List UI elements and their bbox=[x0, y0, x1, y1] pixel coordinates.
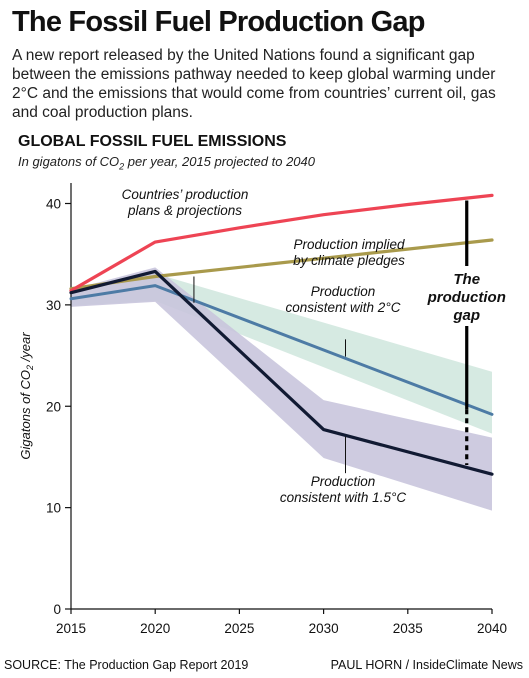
subtitle-pre: In gigatons of CO bbox=[18, 154, 120, 169]
plans-series-line bbox=[69, 193, 494, 293]
ylabel-pre: Gigatons of CO bbox=[18, 370, 33, 460]
gap-label-line: The bbox=[453, 271, 480, 288]
one_five-series-line bbox=[69, 269, 494, 476]
gap-label-line: production bbox=[427, 289, 506, 306]
ylabel-post: /year bbox=[18, 332, 33, 365]
y-tick-label: 10 bbox=[46, 501, 61, 516]
x-tick-label: 2035 bbox=[393, 621, 423, 636]
x-tick-label: 2025 bbox=[224, 621, 254, 636]
y-tick-label: 20 bbox=[46, 399, 61, 414]
y-tick-label: 30 bbox=[46, 298, 61, 313]
y-axis-label: Gigatons of CO2 /year bbox=[18, 332, 35, 460]
intro-paragraph: A new report released by the United Nati… bbox=[12, 47, 496, 121]
subtitle-sub: 2 bbox=[119, 161, 125, 172]
pledges-annotation-line: Production implied bbox=[293, 237, 405, 252]
x-tick-label: 2015 bbox=[56, 621, 86, 636]
two_degree-annotation-line: Production bbox=[311, 284, 376, 299]
plans-annotation-line: Countries’ production bbox=[122, 187, 249, 202]
chart-axes bbox=[70, 183, 492, 610]
x-tick-label: 2040 bbox=[477, 621, 507, 636]
y-tick-label: 40 bbox=[46, 197, 61, 212]
one_five-annotation-line: consistent with 1.5°C bbox=[280, 490, 406, 505]
chart-title: GLOBAL FOSSIL FUEL EMISSIONS bbox=[18, 133, 287, 150]
y-tick-label: 0 bbox=[53, 602, 61, 617]
one_five-annotation-line: Production bbox=[311, 474, 376, 489]
subtitle-post: per year, 2015 projected to 2040 bbox=[124, 154, 315, 169]
ylabel-sub: 2 bbox=[25, 365, 35, 371]
x-tick-label: 2020 bbox=[140, 621, 170, 636]
plans-annotation-line: plans & projections bbox=[127, 203, 242, 218]
gap-label-backing bbox=[430, 266, 503, 326]
x-tick-label: 2030 bbox=[309, 621, 339, 636]
credit-note: PAUL HORN / InsideClimate News bbox=[330, 658, 523, 672]
source-note: SOURCE: The Production Gap Report 2019 bbox=[4, 658, 249, 672]
annotation-leaders bbox=[193, 276, 346, 474]
two_degree-series-line bbox=[69, 284, 494, 416]
gap-label-line: gap bbox=[452, 307, 480, 324]
chart-subtitle: In gigatons of CO2 per year, 2015 projec… bbox=[18, 154, 315, 172]
two_degree-annotation-line: consistent with 2°C bbox=[286, 300, 401, 315]
page-title: The Fossil Fuel Production Gap bbox=[12, 6, 425, 38]
pledges-annotation-line: by climate pledges bbox=[293, 253, 405, 268]
series-lines bbox=[69, 193, 494, 476]
